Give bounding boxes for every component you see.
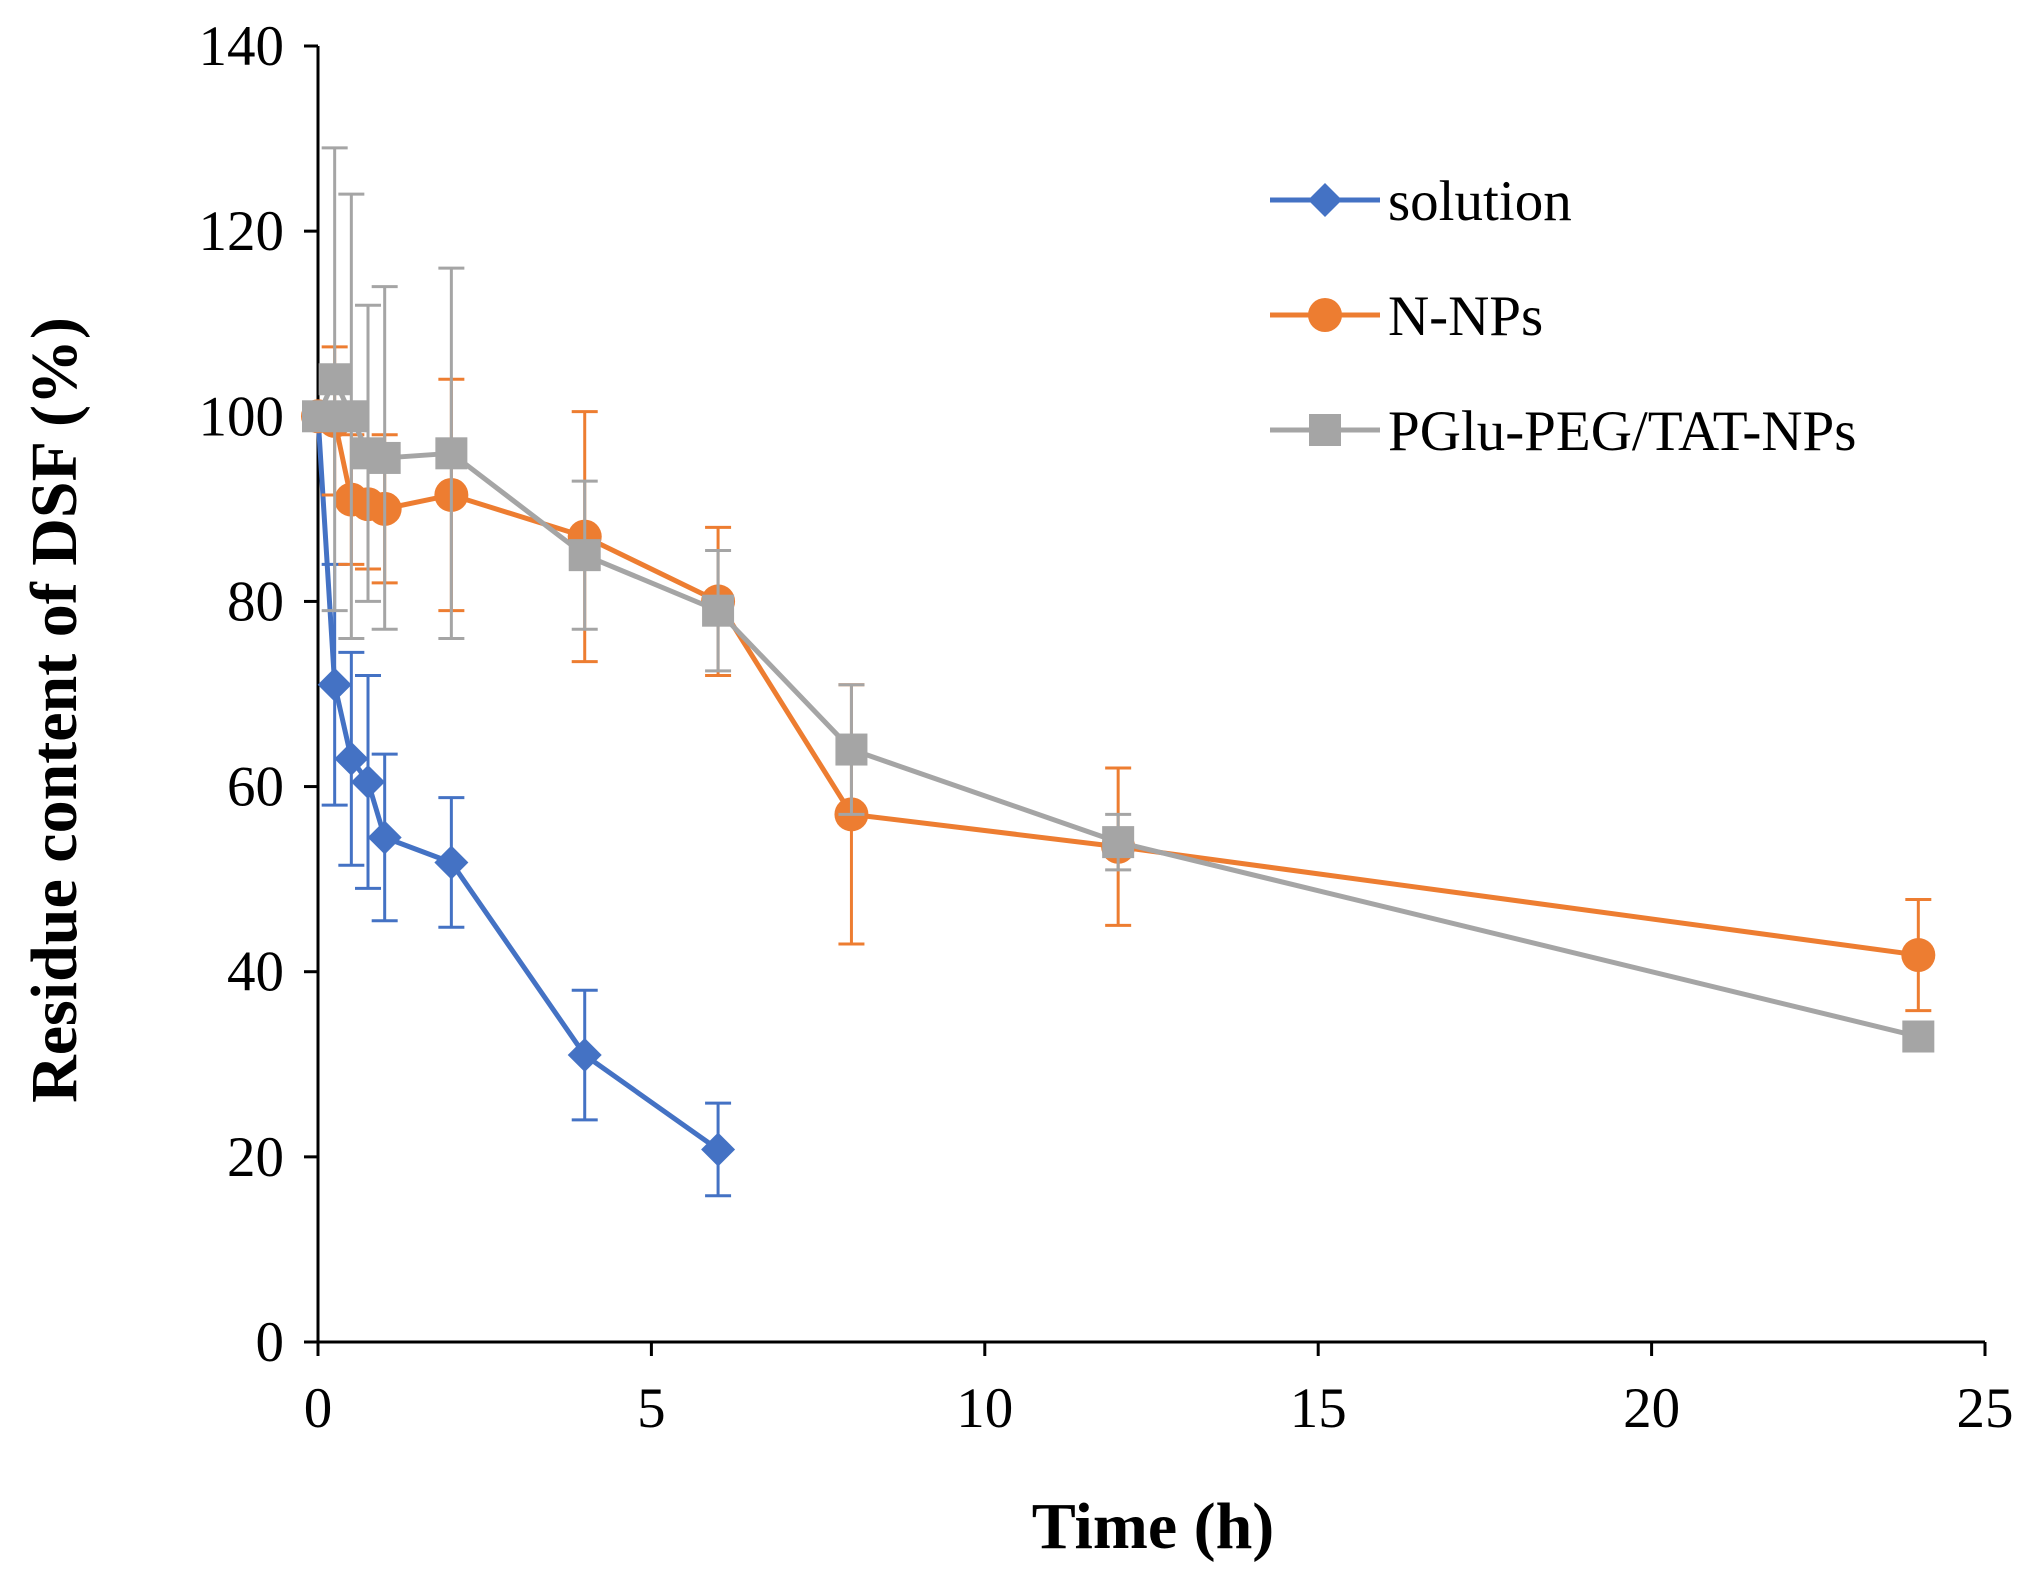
data-point [318, 363, 351, 396]
y-axis-title: Residue content of DSF (%) [18, 317, 91, 1103]
x-tick-label: 20 [1623, 1377, 1680, 1440]
y-tick-label: 60 [227, 756, 284, 819]
x-axis-ticks: 0 5 10 15 20 25 [304, 1342, 2014, 1440]
axes [316, 46, 1985, 1344]
data-point [1902, 1020, 1935, 1053]
x-tick-label: 15 [1290, 1377, 1347, 1440]
y-tick-label: 0 [256, 1311, 285, 1374]
data-point [317, 667, 352, 702]
data-point [567, 1038, 602, 1073]
data-point [435, 437, 468, 470]
data-point [302, 400, 334, 433]
legend-marker [1308, 183, 1342, 217]
data-point [334, 741, 369, 776]
x-tick-label: 10 [956, 1377, 1013, 1440]
y-axis-ticks: 0 20 40 60 80 100 120 140 [199, 15, 318, 1374]
legend-label: solution [1388, 170, 1572, 233]
y-tick-label: 20 [227, 1126, 284, 1189]
data-point [702, 594, 735, 627]
data-point [351, 764, 386, 799]
data-point [835, 733, 868, 766]
y-tick-label: 100 [199, 385, 285, 448]
data-point [368, 441, 401, 474]
y-tick-label: 40 [227, 941, 284, 1004]
legend-item: PGlu-PEG/TAT-NPs [1270, 400, 1856, 463]
legend-item: N-NPs [1270, 285, 1543, 348]
data-point [1901, 938, 1936, 973]
error-bars [321, 562, 732, 1198]
y-tick-label: 80 [227, 570, 284, 633]
plot-area [301, 146, 1936, 1198]
y-tick-label: 140 [199, 15, 285, 78]
data-point [1102, 826, 1135, 859]
legend-label: PGlu-PEG/TAT-NPs [1388, 400, 1856, 463]
y-tick-label: 120 [199, 200, 285, 263]
x-axis-title: Time (h) [1032, 1490, 1275, 1563]
x-tick-label: 25 [1957, 1377, 2014, 1440]
legend-marker [1308, 298, 1342, 332]
legend-label: N-NPs [1388, 285, 1543, 348]
legend-marker [1309, 414, 1341, 446]
series-line [315, 376, 1919, 1039]
data-point [568, 539, 601, 572]
legend: solution N-NPs PGlu-PEG/TAT-NPs [1270, 170, 1856, 463]
x-tick-label: 5 [637, 1377, 666, 1440]
data-point [367, 820, 402, 855]
data-point [701, 1132, 736, 1167]
data-point [434, 845, 469, 880]
legend-item: solution [1270, 170, 1572, 233]
x-tick-label: 0 [304, 1377, 333, 1440]
series-pglu-peg-tat-nps [302, 146, 1935, 1053]
data-point [335, 400, 368, 433]
